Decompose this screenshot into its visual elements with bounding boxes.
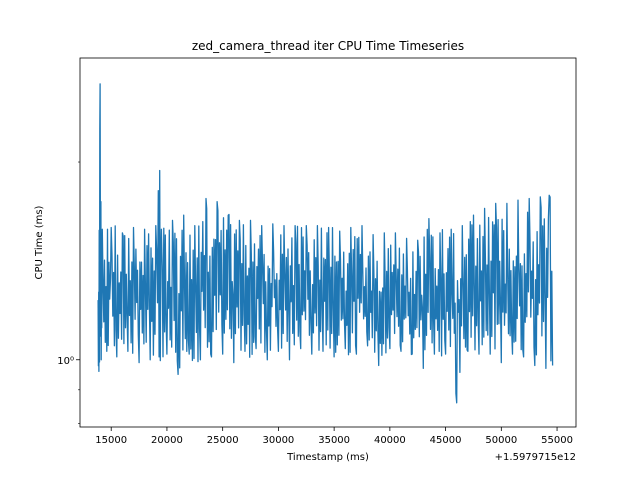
plot-frame <box>79 57 577 428</box>
x-axis-label: Timestamp (ms) <box>286 452 369 463</box>
x-axis: 15000 20000 25000 30000 35000 40000 45000 50000… <box>95 427 573 446</box>
x-tick-label: 25000 <box>207 435 239 446</box>
x-tick-label: 45000 <box>430 435 462 446</box>
x-tick-label: 40000 <box>374 435 406 446</box>
x-tick-label: 15000 <box>95 435 127 446</box>
y-axis-label: CPU Time (ms) <box>34 205 45 279</box>
x-tick-label: 30000 <box>262 435 294 446</box>
x-tick-label: 50000 <box>485 435 517 446</box>
y-tick-label: 10⁰ <box>57 356 74 367</box>
x-axis-offset: +1.5979715e12 <box>495 452 576 463</box>
plot-area <box>97 83 554 404</box>
series-line <box>97 83 554 404</box>
x-tick-label: 55000 <box>541 435 573 446</box>
x-tick-label: 20000 <box>151 435 183 446</box>
y-axis: 10⁰ <box>57 161 80 424</box>
x-tick-label: 35000 <box>318 435 350 446</box>
chart-title: zed_camera_thread iter CPU Time Timeseri… <box>192 39 464 53</box>
